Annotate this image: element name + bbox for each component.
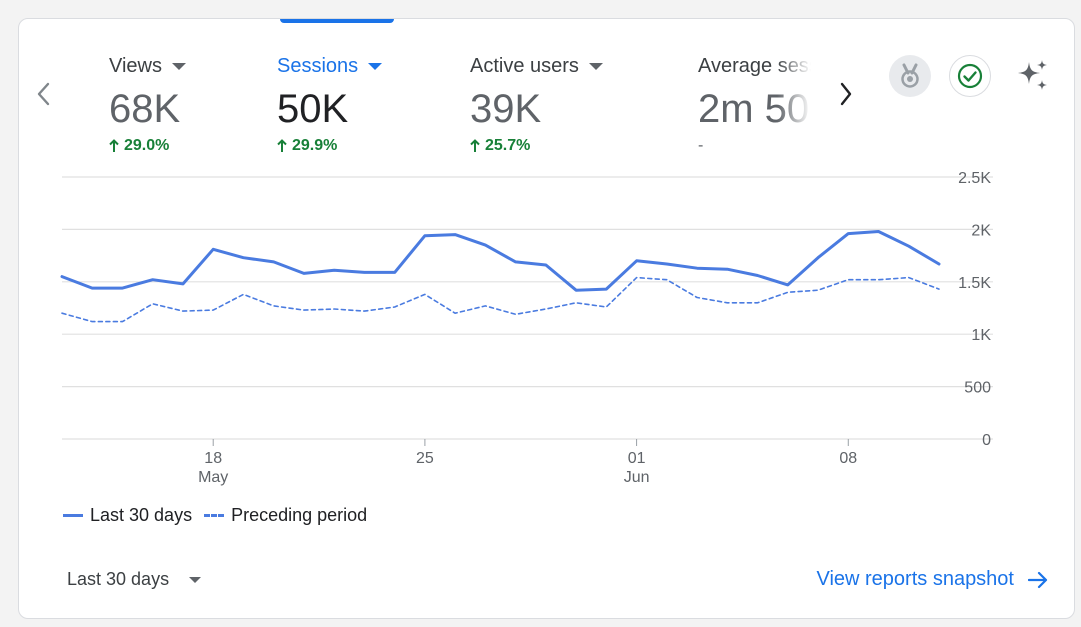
date-range-dropdown[interactable]: Last 30 days xyxy=(67,569,202,590)
metric-tab-active-users[interactable]: Active users 39K 25.7% xyxy=(470,49,603,169)
sparkle-icon xyxy=(1018,60,1047,90)
legend-item-previous: Preceding period xyxy=(204,505,367,526)
active-metric-indicator xyxy=(280,19,394,23)
date-range-label: Last 30 days xyxy=(67,569,170,589)
series-line-preceding xyxy=(61,276,940,323)
arrow-up-icon xyxy=(109,139,119,152)
insights-button[interactable] xyxy=(1012,55,1054,97)
view-reports-snapshot-label: View reports snapshot xyxy=(816,568,1014,590)
metric-title-views: Views xyxy=(109,49,186,83)
previous-metrics-button[interactable] xyxy=(31,79,55,109)
metric-title-active-users: Active users xyxy=(470,49,603,83)
arrow-up-icon xyxy=(277,139,287,152)
medal-button[interactable] xyxy=(889,55,931,97)
x-tick-label: 18 xyxy=(204,450,222,467)
medal-icon xyxy=(901,63,919,88)
check-circle-icon xyxy=(957,63,983,89)
metric-tabs: Views 68K 29.0% Sessions 50K 29.9% xyxy=(109,49,817,169)
arrow-right-icon xyxy=(1028,571,1048,588)
metric-change: 25.7% xyxy=(470,135,603,157)
metric-tab-sessions[interactable]: Sessions 50K 29.9% xyxy=(277,49,383,169)
chevron-left-icon xyxy=(37,82,50,106)
y-tick-label: 500 xyxy=(964,380,991,397)
overview-card: Views 68K 29.0% Sessions 50K 29.9% xyxy=(18,18,1075,619)
check-status-button[interactable] xyxy=(949,55,991,97)
x-tick-month-label: Jun xyxy=(624,469,650,486)
dropdown-arrow-icon xyxy=(368,62,383,70)
chevron-right-icon xyxy=(840,82,852,106)
metric-title-label: Sessions xyxy=(277,54,359,77)
x-tick-label: 08 xyxy=(839,450,857,467)
legend-label-current: Last 30 days xyxy=(90,505,193,525)
arrow-up-icon xyxy=(470,139,480,152)
metric-value: 68K xyxy=(109,87,181,131)
metric-title-label: Active users xyxy=(470,54,579,77)
dropdown-arrow-icon xyxy=(588,62,603,70)
dropdown-arrow-icon xyxy=(172,62,186,70)
y-tick-label: 1.5K xyxy=(958,275,991,292)
y-tick-label: 2.5K xyxy=(958,170,991,187)
metric-change: 29.9% xyxy=(277,135,382,157)
x-tick-month-label: May xyxy=(198,469,228,486)
dropdown-arrow-icon xyxy=(189,576,202,583)
sessions-line-chart: 0 500 1K 1.5K 2K 2.5K 18 May 25 01 Jun 08 xyxy=(60,170,993,486)
y-tick-label: 1K xyxy=(971,327,991,344)
chart-legend: Last 30 days Preceding period xyxy=(63,505,379,526)
metric-change-value: 25.7% xyxy=(485,137,531,154)
metric-title-sessions: Sessions xyxy=(277,49,383,83)
metric-value: 39K xyxy=(470,87,542,131)
legend-dashed-swatch xyxy=(204,514,225,517)
metric-tab-views[interactable]: Views 68K 29.0% xyxy=(109,49,186,169)
next-metrics-button[interactable] xyxy=(831,79,861,109)
metric-value: 50K xyxy=(277,87,349,131)
y-tick-label: 2K xyxy=(971,222,991,239)
metric-change-value: 29.0% xyxy=(124,137,170,154)
x-tick-label: 25 xyxy=(416,450,434,467)
metric-overflow-fade xyxy=(777,49,817,149)
metric-change: 29.0% xyxy=(109,135,186,157)
y-tick-label: 0 xyxy=(982,432,991,449)
legend-item-current: Last 30 days xyxy=(63,505,192,526)
metric-change: - xyxy=(698,135,817,157)
x-tick-label: 01 xyxy=(628,450,646,467)
metric-title-label: Views xyxy=(109,54,162,77)
view-reports-snapshot-link[interactable]: View reports snapshot xyxy=(816,568,1048,591)
legend-solid-swatch xyxy=(63,514,83,517)
metric-change-value: 29.9% xyxy=(292,137,338,154)
legend-label-previous: Preceding period xyxy=(231,505,368,525)
series-line-current xyxy=(60,230,941,292)
metric-change-value: - xyxy=(698,137,704,154)
